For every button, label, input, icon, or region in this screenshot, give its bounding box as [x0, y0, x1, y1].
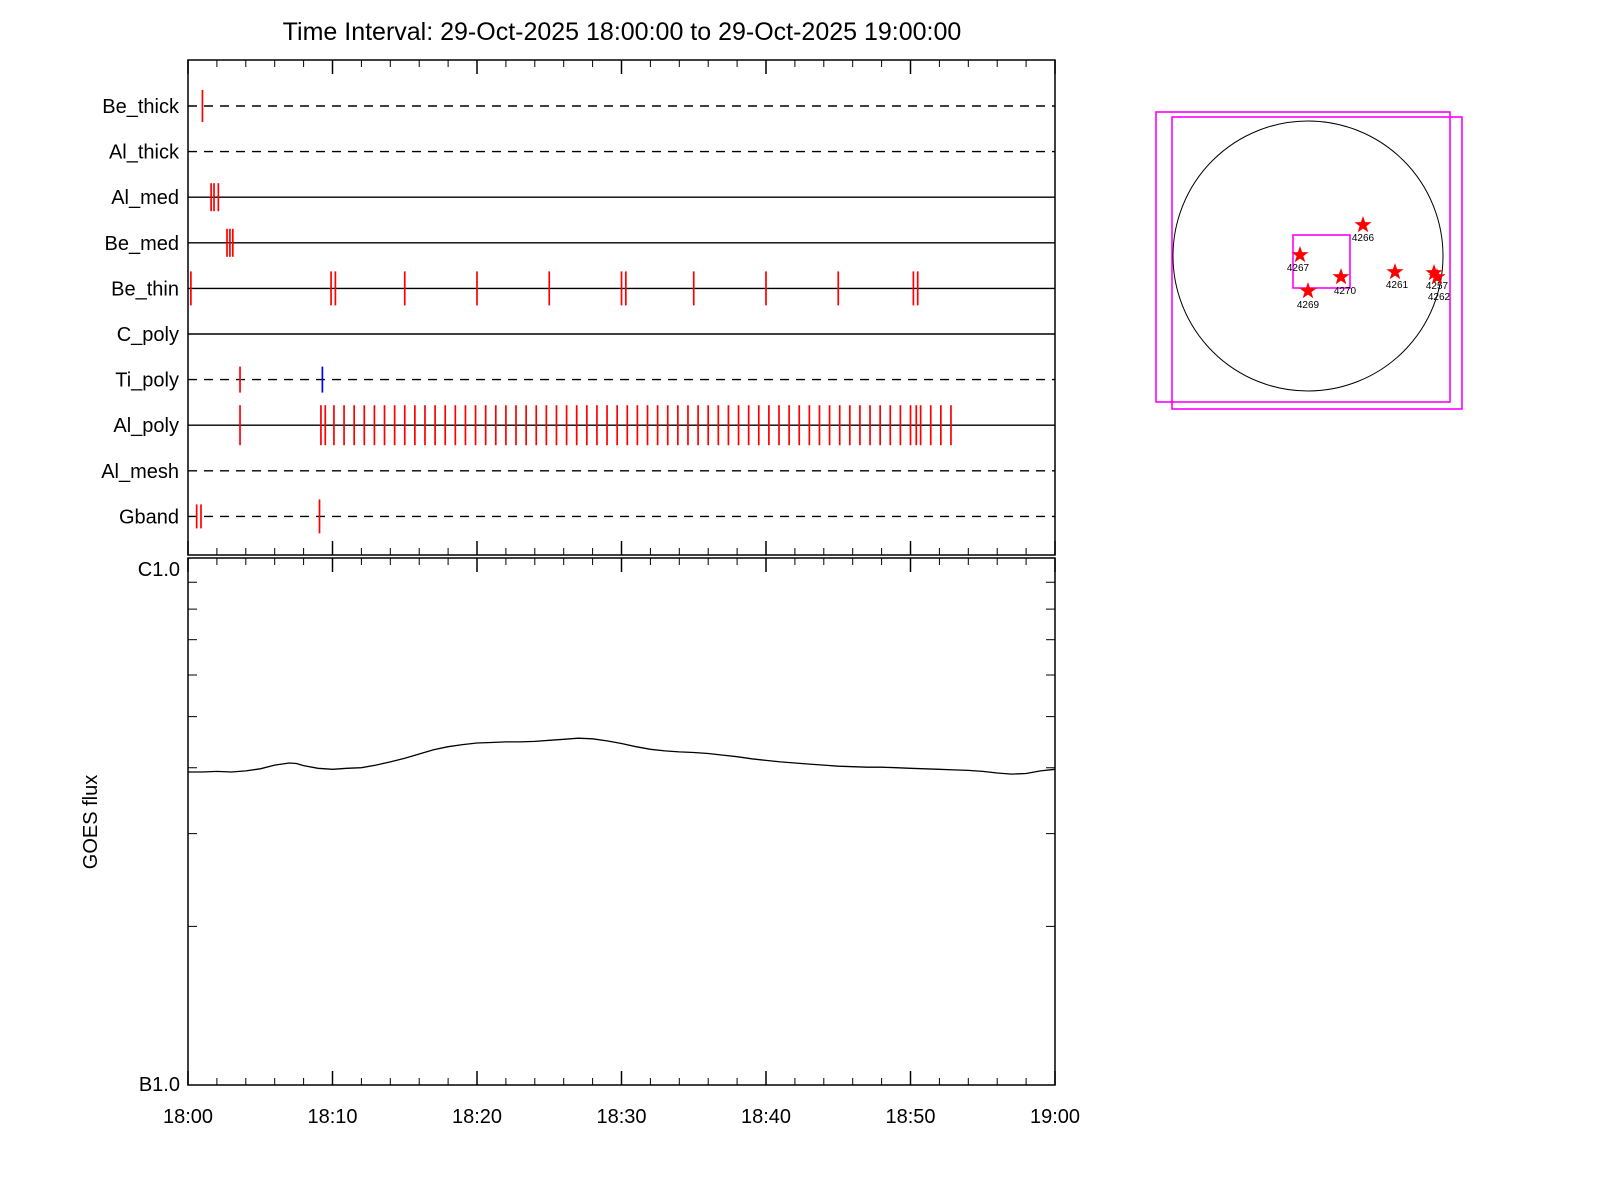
x-axis-tick-label: 18:40 [741, 1106, 791, 1128]
solar-limb-circle [1172, 120, 1444, 392]
active-region-label: 4269 [1297, 300, 1320, 311]
active-region-star-icon [1428, 268, 1446, 285]
exposure-timeline-panel: Be_thick Al_thick Al_med Be_med Be_thin C_pol… [101, 59, 1056, 556]
x-axis-tick-label: 18:30 [596, 1106, 646, 1128]
fov-rect [1171, 116, 1463, 410]
x-axis-tick-label: 18:20 [452, 1106, 502, 1128]
timeline-row-label: Gband [119, 506, 179, 528]
timeline-and-goes-chart: Time Interval: 29-Oct-2025 18:00:00 to 2… [80, 18, 1080, 1128]
x-axis-tick-label: 19:00 [1030, 1106, 1080, 1128]
timeline-row-label: C_poly [117, 324, 179, 346]
timeline-row-label: Be_thick [102, 96, 180, 118]
goes-frame [187, 557, 1056, 1086]
active-region-star-icon [1354, 216, 1372, 233]
active-region-label: 4262 [1428, 292, 1451, 303]
timeline-row-label: Al_poly [113, 415, 179, 437]
timeline-row-label: Al_mesh [101, 461, 179, 483]
active-region-star-icon [1386, 263, 1404, 280]
timeline-row-label: Be_med [105, 233, 180, 255]
goes-ymax-label: C1.0 [138, 559, 180, 581]
active-region-star-icon [1332, 268, 1350, 285]
fov-rect [1155, 111, 1451, 403]
active-region-label: 4261 [1386, 280, 1409, 291]
goes-flux-panel: 18:00 18:10 18:20 18:30 18:40 18:50 19:00 [163, 557, 1080, 1128]
goes-ymin-label: B1.0 [139, 1074, 180, 1096]
active-region-star-icon [1425, 264, 1443, 281]
target-box [1292, 234, 1351, 289]
timeline-row-label: Al_thick [109, 142, 180, 164]
active-region-label: 4267 [1287, 263, 1310, 274]
goes-axis-title: GOES flux [80, 775, 102, 869]
timeline-row-label: Be_thin [111, 278, 179, 300]
active-region-label: 4266 [1352, 233, 1375, 244]
active-region-star-icon [1291, 246, 1309, 263]
timeline-row-label: Ti_poly [115, 370, 179, 392]
active-region-label: 4257 [1426, 281, 1449, 292]
active-region-label: 4270 [1334, 286, 1357, 297]
timeline-row-label: Al_med [111, 187, 179, 209]
timeline-frame [187, 59, 1056, 556]
x-axis-tick-label: 18:00 [163, 1106, 213, 1128]
x-axis-tick-label: 18:10 [307, 1106, 357, 1128]
active-region-star-icon [1299, 282, 1317, 299]
goes-flux-curve [188, 737, 1056, 775]
x-axis-tick-label: 18:50 [885, 1106, 935, 1128]
chart-title: Time Interval: 29-Oct-2025 18:00:00 to 2… [283, 18, 962, 46]
